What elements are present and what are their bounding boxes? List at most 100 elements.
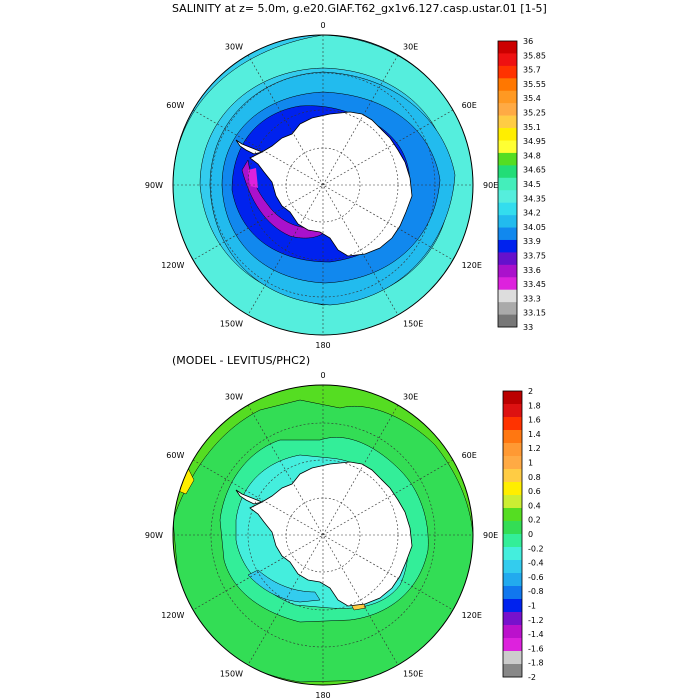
colorbar-tick-label: 35.85 [523, 51, 546, 60]
colorbar-tick-label: 1.8 [528, 401, 541, 410]
colorbar-tick-label: -1 [528, 602, 536, 611]
colorbar-tick-label: 1.6 [528, 416, 541, 425]
colorbar-swatch [498, 252, 517, 266]
top-longitude-labels: 0 30E 60E 90E 120E 150E 180 150W 120W 90W 60W 30W [145, 21, 498, 350]
longitude-label: 30W [225, 392, 243, 401]
colorbar-border [497, 40, 518, 328]
colorbar-swatch [503, 417, 522, 431]
colorbar-swatch [498, 314, 517, 328]
colorbar-tick-label: -1.2 [528, 616, 544, 625]
longitude-label: 120E [462, 611, 482, 620]
colorbar-tick-label: 33 [523, 323, 533, 332]
top-map-border [172, 34, 474, 336]
colorbar-tick-label: 35.55 [523, 80, 546, 89]
colorbar-tick-label: 1.4 [528, 430, 541, 439]
colorbar-swatch [503, 664, 522, 678]
colorbar-swatch [503, 612, 522, 626]
colorbar-tick-label: -1.4 [528, 630, 544, 639]
colorbar-swatch [498, 103, 517, 116]
colorbar-tick-label: 34.2 [523, 209, 541, 218]
top-graticule [173, 35, 473, 335]
colorbar-tick-label: 34.8 [523, 151, 541, 160]
longitude-label: 0 [320, 21, 325, 30]
top-colorbar: 36 35.85 35.7 35.55 35.4 35.25 35.1 34.95 34.8 34… [497, 37, 546, 332]
colorbar-tick-label: 0.6 [528, 487, 541, 496]
colorbar-tick-label: 0.8 [528, 473, 541, 482]
colorbar-swatch [498, 90, 517, 104]
colorbar-swatch [503, 482, 522, 496]
colorbar-tick-label: 34.5 [523, 180, 541, 189]
colorbar-swatch [498, 190, 517, 203]
colorbar-swatch [503, 469, 522, 483]
colorbar-swatch [498, 264, 517, 278]
colorbar-swatch [498, 78, 517, 92]
colorbar-swatch [503, 443, 522, 457]
bottom-map-border [172, 384, 474, 686]
longitude-label: 150E [403, 320, 423, 329]
colorbar-tick-label: 33.6 [523, 266, 541, 275]
colorbar-tick-label: 0.4 [528, 501, 541, 510]
bottom-map-title: (MODEL - LEVITUS/PHC2) [172, 354, 311, 367]
colorbar-swatch [503, 456, 522, 470]
colorbar-tick-label: 33.75 [523, 252, 546, 261]
colorbar-swatch [498, 302, 517, 315]
colorbar-tick-label: 33.9 [523, 237, 541, 246]
colorbar-swatch [503, 625, 522, 639]
colorbar-swatch [498, 177, 517, 191]
longitude-label: 60W [166, 451, 184, 460]
colorbar-tick-label: 35.1 [523, 123, 541, 132]
top-map-title: SALINITY at z= 5.0m, g.e20.GIAF.T62_gx1v… [172, 2, 547, 15]
colorbar-swatch [503, 560, 522, 574]
colorbar-tick-label: -2 [528, 673, 536, 682]
colorbar-tick-label: 0 [528, 530, 533, 539]
colorbar-swatch [498, 41, 517, 54]
longitude-label: 30E [403, 392, 418, 401]
colorbar-swatch [503, 599, 522, 613]
colorbar-swatch [503, 521, 522, 535]
colorbar-tick-label: -1.8 [528, 659, 544, 668]
colorbar-swatch [498, 239, 517, 253]
colorbar-tick-label: 33.15 [523, 309, 546, 318]
colorbar-swatch [503, 651, 522, 665]
colorbar-tick-label: -1.6 [528, 644, 544, 653]
colorbar-swatch [503, 508, 522, 522]
longitude-label: 90W [145, 531, 163, 540]
bottom-ocean-band-minus-0-6 [247, 569, 321, 603]
colorbar-tick-label: 35.25 [523, 109, 546, 118]
bottom-longitude-labels: 0 30E 60E 90E 120E 150E 180 150W 120W 90W 60W 30W [145, 371, 498, 700]
longitude-label: 150E [403, 670, 423, 679]
colorbar-swatch [498, 277, 517, 290]
colorbar-swatch [503, 547, 522, 561]
top-antarctica [249, 111, 413, 257]
colorbar-tick-label: 35.4 [523, 94, 541, 103]
longitude-label: 90E [483, 531, 498, 540]
longitude-label: 90W [145, 181, 163, 190]
colorbar-swatch [498, 202, 517, 216]
colorbar-swatch [498, 289, 517, 303]
colorbar-tick-label: 34.35 [523, 194, 546, 203]
colorbar-swatch [498, 128, 517, 141]
colorbar-swatch [498, 165, 517, 179]
longitude-label: 120W [161, 261, 184, 270]
colorbar-tick-label: 34.65 [523, 166, 546, 175]
longitude-label: 30W [225, 42, 243, 51]
colorbar-swatch [498, 53, 517, 67]
longitude-label: 180 [315, 691, 330, 700]
colorbar-swatch [503, 573, 522, 587]
longitude-label: 30E [403, 42, 418, 51]
colorbar-swatch [503, 430, 522, 444]
colorbar-tick-label: 33.45 [523, 280, 546, 289]
longitude-label: 180 [315, 341, 330, 350]
colorbar-swatch [498, 65, 517, 79]
colorbar-tick-label: 1 [528, 459, 533, 468]
colorbar-border [502, 390, 523, 678]
colorbar-swatch [503, 638, 522, 652]
longitude-label: 0 [320, 371, 325, 380]
colorbar-tick-label: -0.2 [528, 544, 544, 553]
bottom-antarctic-peninsula [235, 489, 264, 505]
colorbar-swatch [498, 215, 517, 228]
longitude-label: 150W [220, 670, 243, 679]
colorbar-tick-label: 0.2 [528, 516, 541, 525]
colorbar-tick-label: -0.6 [528, 573, 544, 582]
